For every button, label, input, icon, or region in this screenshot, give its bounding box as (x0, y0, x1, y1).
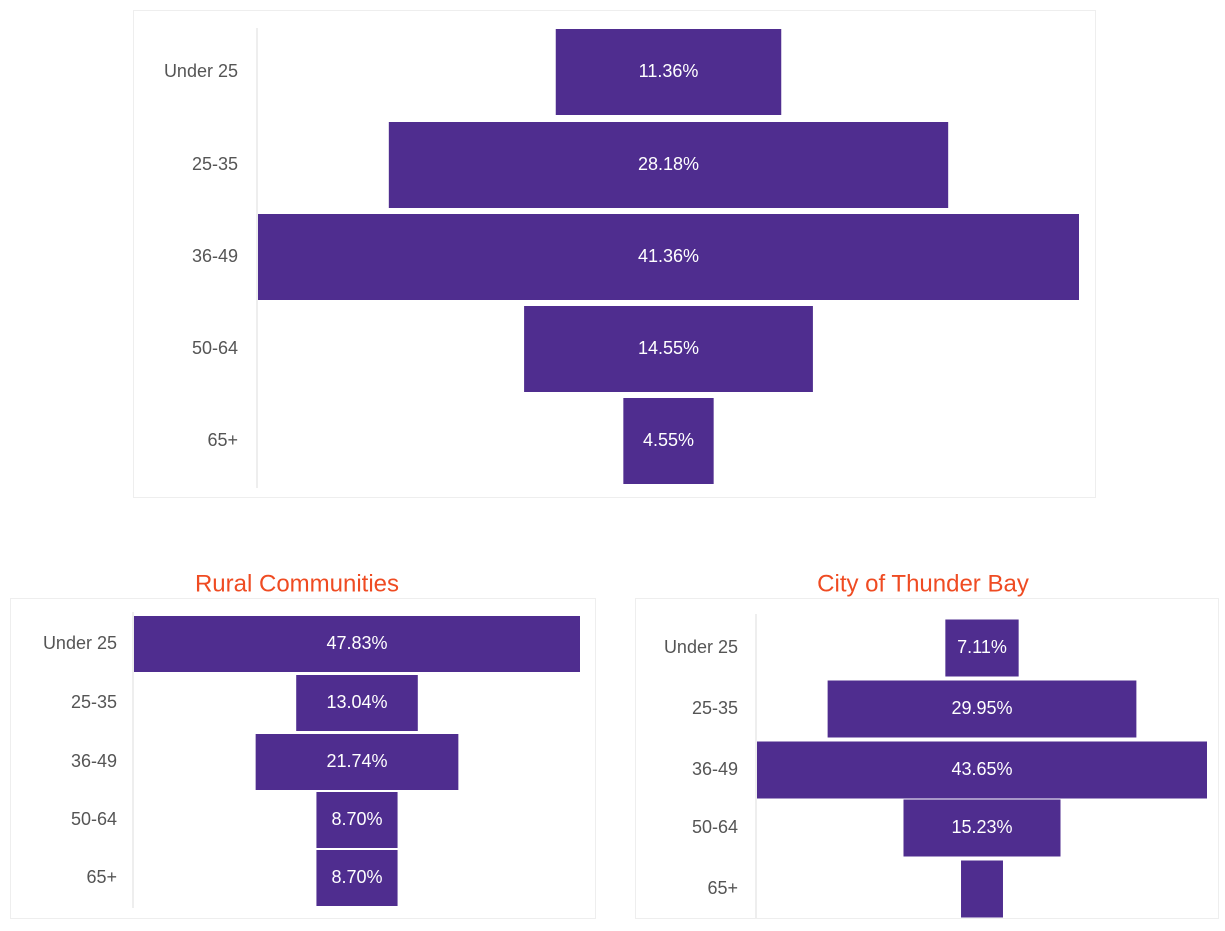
category-label: 36-49 (692, 759, 738, 779)
bar (961, 860, 1003, 918)
value-label: 11.36% (639, 61, 699, 81)
value-label: 14.55% (638, 338, 699, 358)
bar (134, 616, 580, 672)
value-label: 21.74% (326, 751, 387, 771)
value-label: 28.18% (638, 154, 699, 174)
bar (623, 398, 714, 484)
category-label: 36-49 (71, 751, 117, 771)
bar (555, 29, 782, 115)
value-label: 47.83% (326, 633, 387, 653)
chart-frame (133, 10, 1096, 498)
bar (757, 741, 1207, 799)
bar (903, 799, 1061, 857)
bar (316, 850, 398, 906)
value-label: 13.04% (326, 692, 387, 712)
value-label: 8.70% (331, 809, 382, 829)
category-label: 25-35 (192, 154, 238, 174)
chart-title: City of Thunder Bay (817, 570, 1029, 597)
value-label: 29.95% (951, 698, 1012, 718)
bar (388, 122, 949, 208)
category-label: 65+ (707, 878, 738, 898)
chart-frame (10, 598, 596, 919)
category-label: 36-49 (192, 246, 238, 266)
bar (524, 306, 813, 392)
category-label: 65+ (207, 430, 238, 450)
value-label: 7.11% (957, 637, 1007, 657)
chart-frame (635, 598, 1219, 919)
chart-title: Rural Communities (195, 570, 399, 597)
category-label: Under 25 (164, 61, 238, 81)
value-label: 8.70% (331, 867, 382, 887)
bar (255, 734, 459, 790)
category-label: 25-35 (71, 692, 117, 712)
value-label: 41.36% (638, 246, 699, 266)
bar (827, 680, 1137, 738)
category-label: 50-64 (692, 817, 738, 837)
category-label: 50-64 (192, 338, 238, 358)
bar (945, 619, 1019, 677)
bar (316, 792, 398, 848)
bar (296, 675, 418, 731)
category-label: 50-64 (71, 809, 117, 829)
bar (258, 214, 1079, 300)
value-label: 4.55% (643, 430, 694, 450)
category-label: Under 25 (664, 637, 738, 657)
category-label: 65+ (86, 867, 117, 887)
value-label: 43.65% (951, 759, 1012, 779)
value-label: 15.23% (951, 817, 1012, 837)
category-label: 25-35 (692, 698, 738, 718)
category-label: Under 25 (43, 633, 117, 653)
